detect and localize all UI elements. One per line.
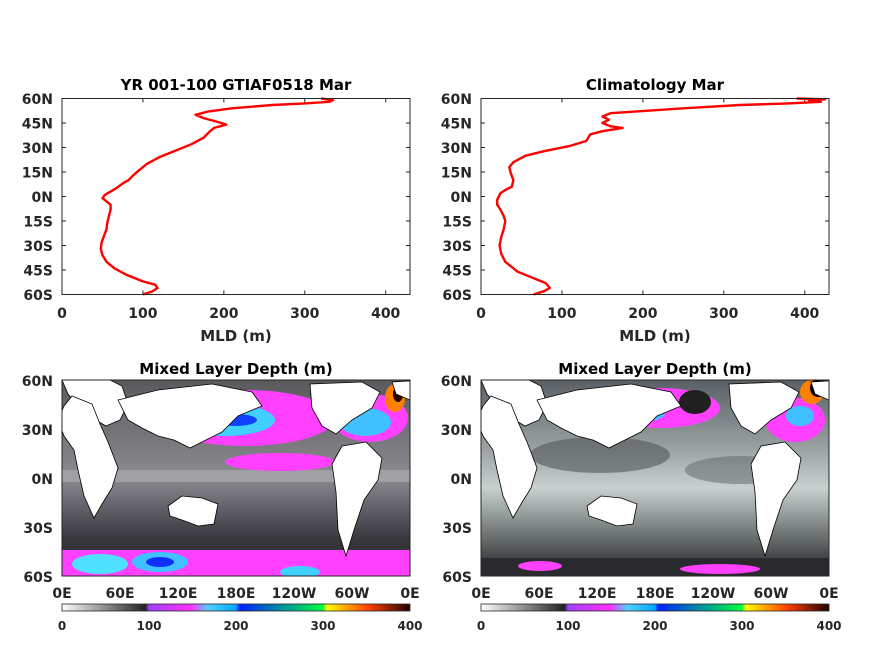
colorbar-tick-label: 0 (477, 619, 485, 633)
colorbar-tick-label: 200 (223, 619, 248, 633)
y-tick-label: 45N (22, 117, 53, 133)
axis-ticks (61, 98, 410, 295)
panel-bottom-right-map: Mixed Layer Depth (m) 60N 30N 0N 30S 60S (441, 360, 842, 633)
x-tick-label: 300 (290, 306, 319, 322)
x-tick-label: 0 (57, 306, 67, 322)
mld-map-field (62, 380, 410, 576)
colorbar-tick-label: 400 (816, 619, 841, 633)
x-tick-label: 60W (754, 586, 789, 602)
y-tick-label: 60S (23, 288, 53, 304)
colorbar: 0 100 200 300 400 (58, 603, 423, 633)
y-tick-label: 45S (23, 264, 53, 280)
y-tick-label: 30N (22, 141, 53, 157)
axis-ticks (480, 98, 829, 295)
x-axis-title: MLD (m) (200, 327, 272, 345)
x-tick-label: 120W (272, 586, 317, 602)
panel-top-right: Climatology Mar 0 100 200 300 400 60N 45… (441, 76, 830, 345)
map-frame (61, 379, 411, 577)
mld-map-field (481, 380, 829, 576)
y-axis-labels: 60N 45N 30N 15N 0N 15S 30S 45S 60S (22, 92, 53, 304)
y-tick-label: 0N (32, 472, 53, 488)
x-axis-labels: 0 100 200 300 400 (57, 306, 400, 322)
y-tick-label: 0N (451, 190, 472, 206)
colorbar: 0 100 200 300 400 (477, 603, 842, 633)
map-frame (480, 379, 830, 577)
y-tick-label: 15S (442, 215, 472, 231)
x-tick-label: 0E (400, 586, 419, 602)
panel-title: Mixed Layer Depth (m) (558, 360, 751, 378)
colorbar-tick-label: 0 (58, 619, 66, 633)
plot-frame (480, 98, 830, 295)
y-tick-label: 60S (442, 288, 472, 304)
plot-frame (61, 98, 411, 295)
mld-profile-line (496, 97, 827, 296)
x-tick-label: 60E (524, 586, 553, 602)
x-tick-label: 120E (578, 586, 617, 602)
x-tick-label: 0E (471, 586, 490, 602)
y-tick-label: 30S (23, 521, 53, 537)
y-tick-label: 0N (32, 190, 53, 206)
y-tick-label: 0N (451, 472, 472, 488)
colorbar-tick-label: 200 (642, 619, 667, 633)
y-axis-labels: 60N 45N 30N 15N 0N 15S 30S 45S 60S (441, 92, 472, 304)
y-tick-label: 15N (441, 166, 472, 182)
y-tick-label: 15S (23, 215, 53, 231)
map-x-labels: 0E 60E 120E 180E 120W 60W 0E (52, 586, 419, 602)
panel-title: Climatology Mar (586, 76, 725, 94)
y-tick-label: 30S (442, 239, 472, 255)
y-tick-label: 30N (441, 423, 472, 439)
y-tick-label: 60N (22, 374, 53, 390)
panel-top-left: YR 001-100 GTIAF0518 Mar 0 100 200 300 4… (22, 76, 411, 345)
y-tick-label: 30N (441, 141, 472, 157)
y-tick-label: 30S (23, 239, 53, 255)
colorbar-tick-label: 300 (310, 619, 335, 633)
y-tick-label: 45S (442, 264, 472, 280)
x-tick-label: 180E (217, 586, 256, 602)
panel-bottom-left-map: Mixed Layer Depth (m) 60N 30N 0N 30S 6 (22, 360, 423, 633)
map-x-labels: 0E 60E 120E 180E 120W 60W 0E (471, 586, 838, 602)
x-tick-label: 400 (371, 306, 400, 322)
y-tick-label: 30S (442, 521, 472, 537)
x-tick-label: 180E (636, 586, 675, 602)
x-tick-label: 60W (335, 586, 370, 602)
y-tick-label: 60S (23, 570, 53, 586)
y-tick-label: 30N (22, 423, 53, 439)
y-tick-label: 60N (441, 92, 472, 108)
x-tick-label: 200 (209, 306, 238, 322)
y-tick-label: 15N (22, 166, 53, 182)
map-y-labels: 60N 30N 0N 30S 60S (22, 374, 53, 586)
x-tick-label: 120W (691, 586, 736, 602)
x-tick-label: 0E (819, 586, 838, 602)
panel-title: Mixed Layer Depth (m) (139, 360, 332, 378)
y-tick-label: 60N (441, 374, 472, 390)
x-axis-title: MLD (m) (619, 327, 691, 345)
x-tick-label: 300 (709, 306, 738, 322)
x-axis-labels: 0 100 200 300 400 (476, 306, 819, 322)
x-tick-label: 100 (128, 306, 157, 322)
colorbar-tick-label: 100 (136, 619, 161, 633)
mld-profile-line (99, 97, 335, 296)
colorbar-tick-label: 400 (397, 619, 422, 633)
x-tick-label: 200 (628, 306, 657, 322)
x-tick-label: 400 (790, 306, 819, 322)
colorbar-gradient (480, 603, 830, 612)
y-tick-label: 60S (442, 570, 472, 586)
y-tick-label: 45N (441, 117, 472, 133)
y-tick-label: 60N (22, 92, 53, 108)
x-tick-label: 120E (159, 586, 198, 602)
x-tick-label: 0E (52, 586, 71, 602)
x-tick-label: 100 (547, 306, 576, 322)
x-tick-label: 0 (476, 306, 486, 322)
map-y-labels: 60N 30N 0N 30S 60S (441, 374, 472, 586)
colorbar-gradient (61, 603, 411, 612)
colorbar-tick-label: 300 (729, 619, 754, 633)
x-tick-label: 60E (105, 586, 134, 602)
colorbar-tick-label: 100 (555, 619, 580, 633)
panel-title: YR 001-100 GTIAF0518 Mar (120, 76, 352, 94)
